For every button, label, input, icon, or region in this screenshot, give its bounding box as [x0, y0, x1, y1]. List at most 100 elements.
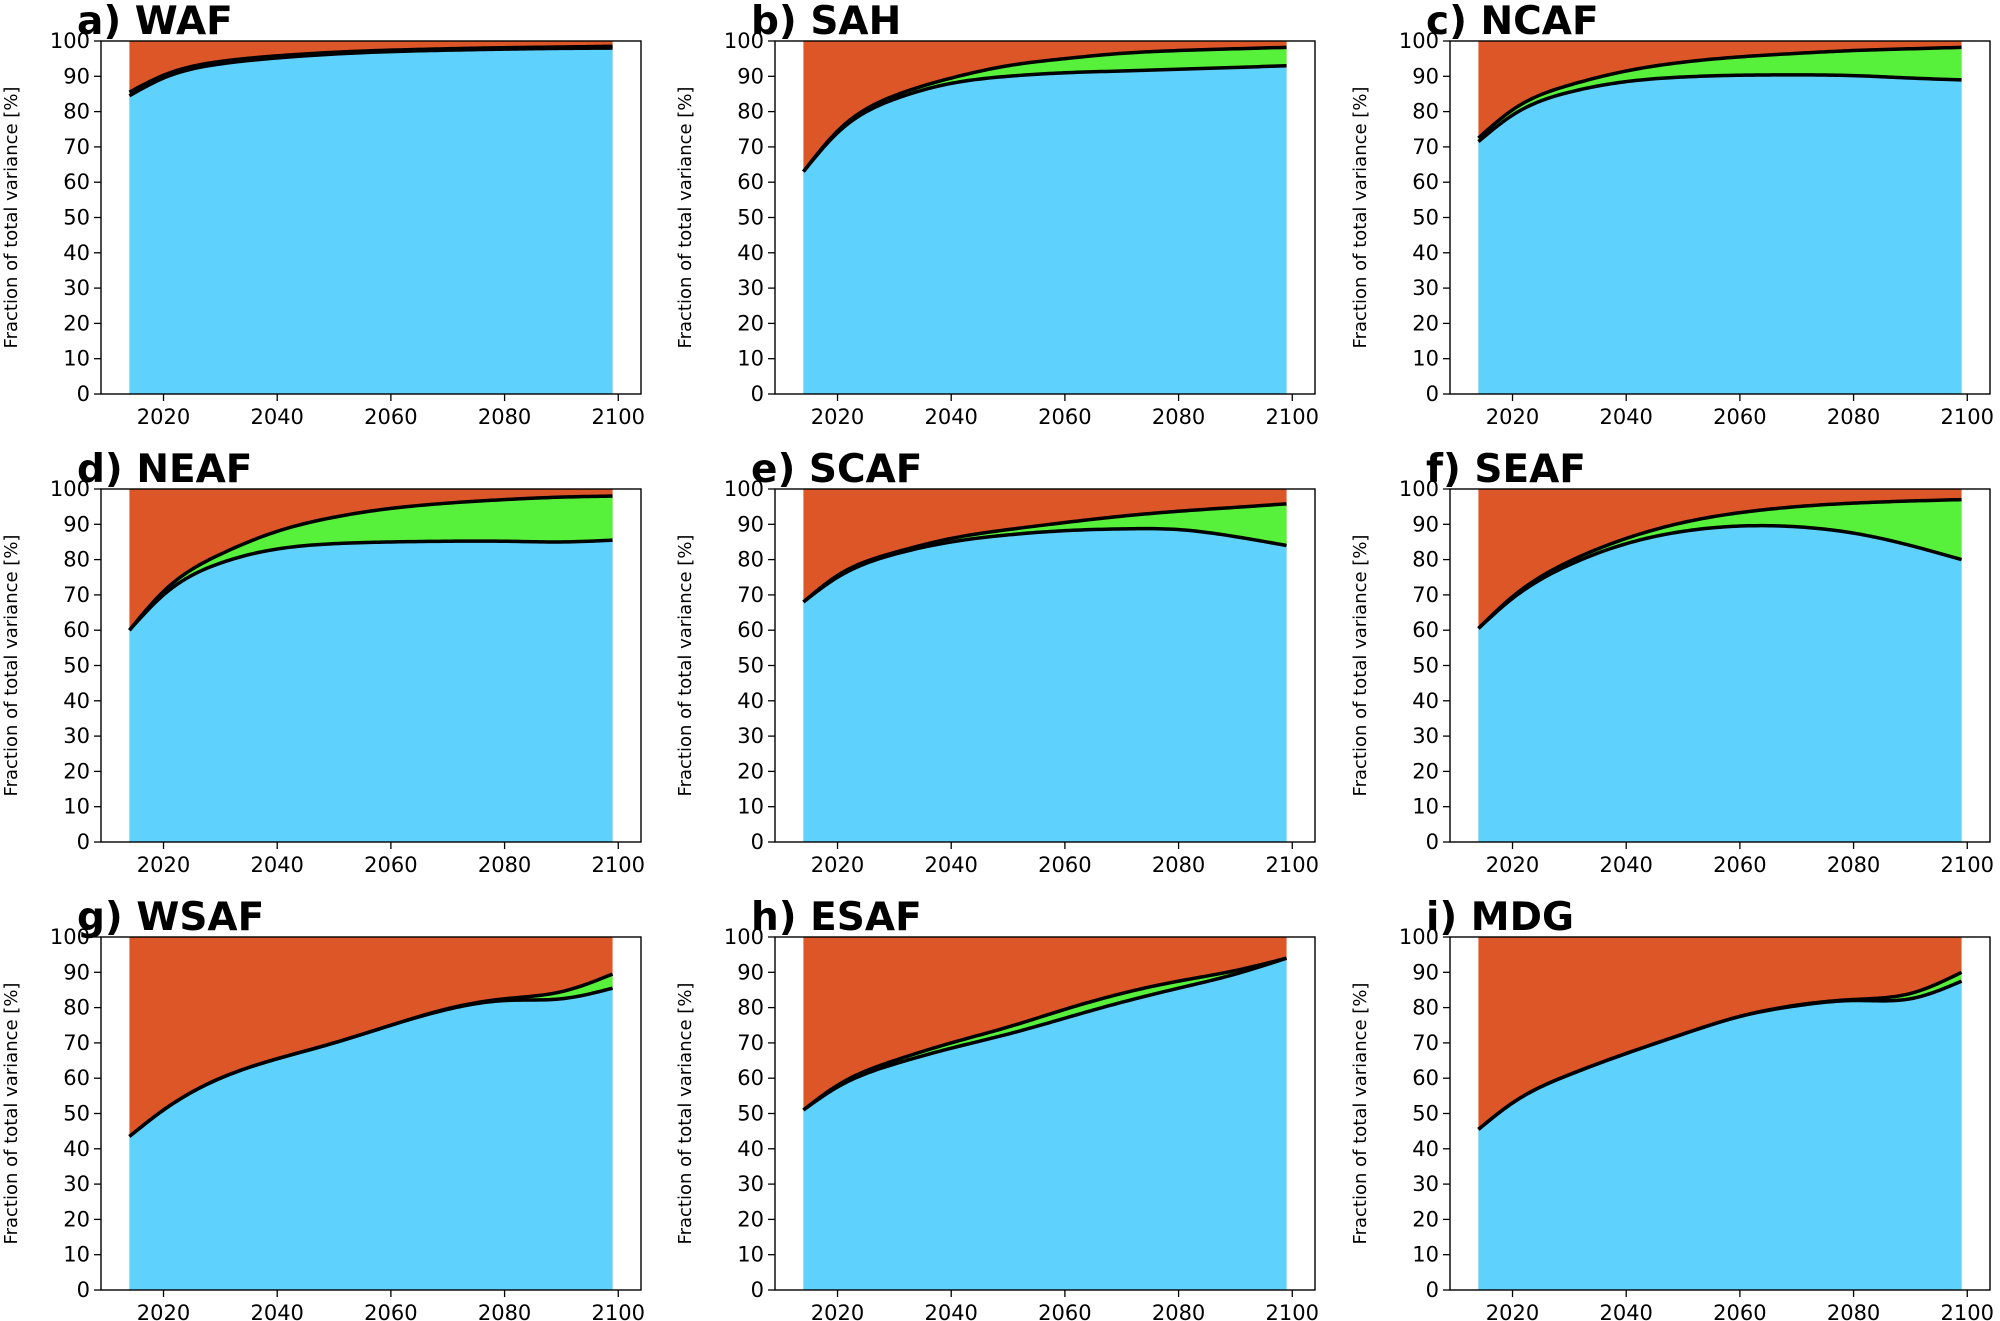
y-axis-label: Fraction of total variance [%] — [1350, 983, 1371, 1245]
y-tick-label: 90 — [737, 64, 764, 88]
y-tick-label: 60 — [737, 1066, 764, 1090]
y-tick-label: 80 — [63, 548, 90, 572]
area-bottom — [803, 528, 1287, 842]
y-tick-label: 20 — [1412, 1207, 1439, 1231]
y-tick-label: 30 — [737, 1172, 764, 1196]
y-tick-label: 80 — [63, 996, 90, 1020]
y-tick-label: 70 — [1412, 135, 1439, 159]
y-tick-label: 60 — [1412, 170, 1439, 194]
line-lower-boundary — [802, 956, 1288, 1112]
x-tick-label: 2060 — [1038, 1301, 1091, 1321]
y-tick-label: 0 — [1426, 1278, 1439, 1302]
y-tick-label: 70 — [63, 583, 90, 607]
y-axis-label: Fraction of total variance [%] — [675, 983, 696, 1245]
y-tick-label: 50 — [1412, 654, 1439, 678]
y-axis-label: Fraction of total variance [%] — [1350, 87, 1371, 349]
x-tick-label: 2100 — [1941, 853, 1994, 877]
y-tick-label: 100 — [50, 29, 90, 53]
panel-title: i) MDG — [1426, 895, 1574, 940]
y-tick-label: 40 — [63, 1137, 90, 1161]
y-tick-label: 40 — [63, 241, 90, 265]
line-upper-boundary — [1477, 497, 1962, 630]
y-tick-label: 100 — [1399, 925, 1439, 949]
y-tick-label: 20 — [63, 311, 90, 335]
x-tick-label: 2100 — [1941, 405, 1994, 429]
x-tick-label: 2080 — [1152, 405, 1205, 429]
x-tick-label: 2080 — [478, 405, 531, 429]
panel-title: g) WSAF — [77, 895, 264, 940]
y-tick-label: 90 — [1412, 512, 1439, 536]
x-tick-label: 2100 — [1266, 1301, 1319, 1321]
x-tick-label: 2060 — [364, 853, 417, 877]
y-tick-label: 50 — [63, 1102, 90, 1126]
x-tick-label: 2020 — [1486, 405, 1539, 429]
y-tick-label: 60 — [1412, 1066, 1439, 1090]
x-tick-label: 2040 — [924, 1301, 977, 1321]
x-tick-label: 2080 — [1827, 1301, 1880, 1321]
panel-title: h) ESAF — [751, 895, 922, 940]
x-tick-label: 2020 — [1486, 853, 1539, 877]
panel-scaf: 0 10 20 30 40 50 60 70 80 90 100 2020 2040 2060 2080 21… — [675, 447, 1319, 877]
panel-title: e) SCAF — [751, 447, 922, 492]
x-tick-label: 2080 — [1152, 1301, 1205, 1321]
y-tick-label: 0 — [751, 382, 764, 406]
x-tick-label: 2040 — [250, 405, 303, 429]
y-tick-label: 20 — [737, 311, 764, 335]
y-tick-label: 30 — [1412, 276, 1439, 300]
y-tick-label: 30 — [1412, 1172, 1439, 1196]
panel-ncaf: 0 10 20 30 40 50 60 70 80 90 100 2020 2040 2060 2080 21… — [1350, 0, 1994, 429]
panel-title: b) SAH — [751, 0, 901, 44]
y-tick-label: 30 — [737, 276, 764, 300]
y-tick-label: 50 — [1412, 1102, 1439, 1126]
y-tick-label: 100 — [724, 477, 764, 501]
y-tick-label: 60 — [63, 1066, 90, 1090]
y-tick-label: 40 — [1412, 689, 1439, 713]
y-tick-label: 90 — [63, 960, 90, 984]
y-tick-label: 20 — [737, 1207, 764, 1231]
y-axis-label: Fraction of total variance [%] — [675, 535, 696, 797]
x-tick-label: 2020 — [811, 853, 864, 877]
x-tick-label: 2040 — [924, 405, 977, 429]
y-tick-label: 80 — [1412, 996, 1439, 1020]
y-tick-label: 70 — [63, 135, 90, 159]
y-tick-label: 80 — [737, 100, 764, 124]
area-bottom — [803, 958, 1287, 1290]
y-axis-label: Fraction of total variance [%] — [1, 983, 22, 1245]
area-bottom — [129, 48, 613, 395]
x-tick-label: 2080 — [1827, 853, 1880, 877]
line-lower-boundary — [1477, 979, 1963, 1131]
area-bottom — [803, 65, 1287, 395]
y-tick-label: 20 — [1412, 759, 1439, 783]
y-tick-label: 40 — [737, 689, 764, 713]
y-tick-label: 50 — [737, 654, 764, 678]
line-lower-boundary — [802, 526, 1287, 604]
x-tick-label: 2060 — [1713, 405, 1766, 429]
y-axis-label: Fraction of total variance [%] — [675, 87, 696, 349]
y-tick-label: 90 — [737, 512, 764, 536]
y-tick-label: 40 — [1412, 241, 1439, 265]
y-tick-label: 10 — [737, 1243, 764, 1267]
y-tick-label: 10 — [1412, 795, 1439, 819]
y-tick-label: 100 — [50, 477, 90, 501]
y-tick-label: 0 — [1426, 382, 1439, 406]
x-tick-label: 2040 — [250, 1301, 303, 1321]
area-bottom — [129, 988, 613, 1290]
x-tick-label: 2020 — [137, 405, 190, 429]
x-tick-label: 2020 — [137, 853, 190, 877]
y-tick-label: 70 — [737, 583, 764, 607]
x-tick-label: 2060 — [364, 405, 417, 429]
x-tick-label: 2060 — [364, 1301, 417, 1321]
panel-wsaf: 0 10 20 30 40 50 60 70 80 90 100 2020 2040 2060 2080 21… — [1, 895, 645, 1321]
y-tick-label: 40 — [737, 1137, 764, 1161]
y-tick-label: 50 — [63, 206, 90, 230]
line-lower-boundary — [128, 538, 613, 632]
line-upper-boundary — [128, 494, 613, 632]
y-tick-label: 10 — [1412, 347, 1439, 371]
y-tick-label: 0 — [77, 830, 90, 854]
y-tick-label: 100 — [1399, 477, 1439, 501]
x-tick-label: 2100 — [1266, 853, 1319, 877]
y-axis-label: Fraction of total variance [%] — [1, 87, 22, 349]
y-tick-label: 100 — [1399, 29, 1439, 53]
area-middle — [1478, 499, 1962, 629]
y-tick-label: 0 — [77, 1278, 90, 1302]
